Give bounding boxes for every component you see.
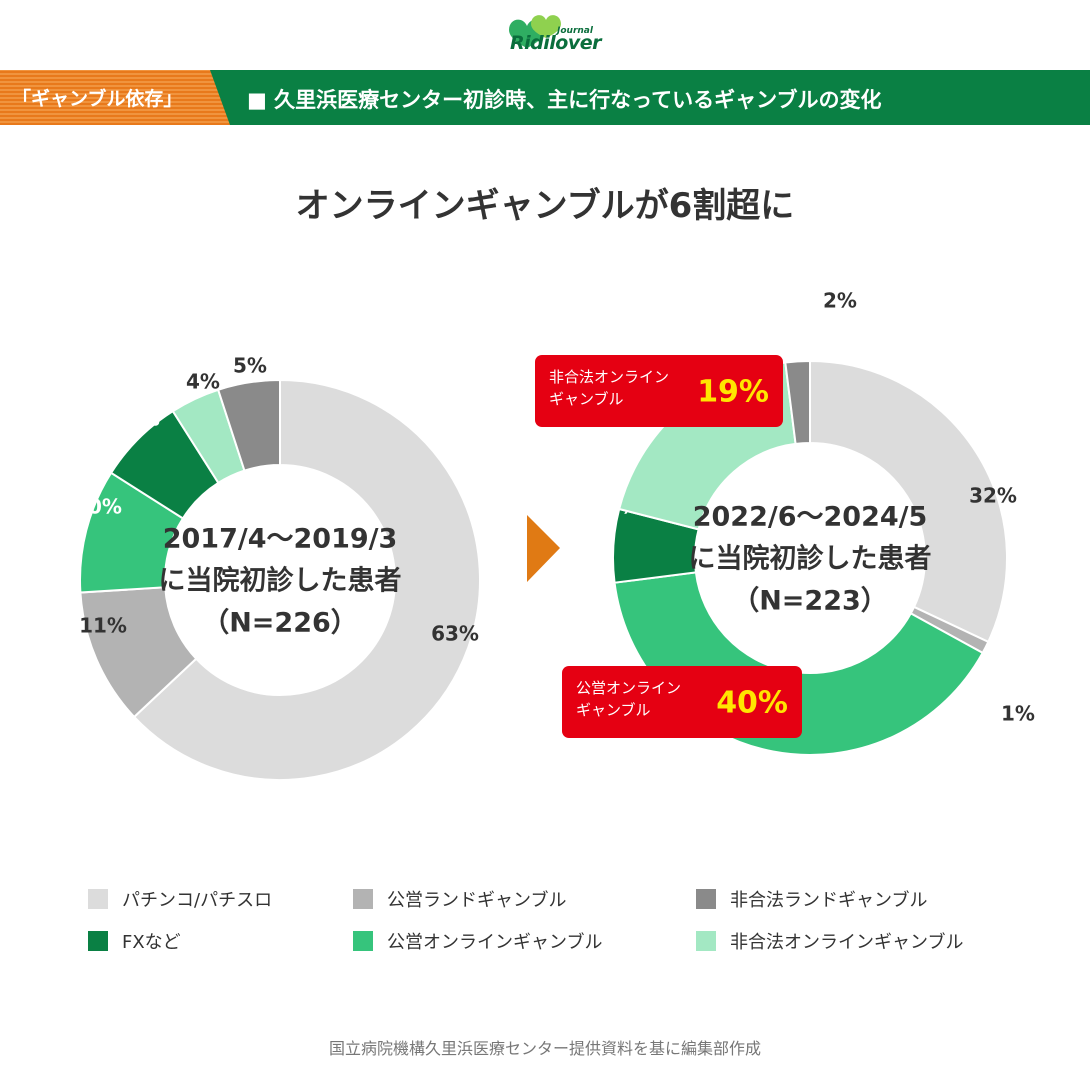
data-label-koei_land: 1% bbox=[1001, 702, 1035, 726]
slice-illegal_land bbox=[216, 378, 281, 472]
callout-label-koei_online: ギャンブル bbox=[576, 701, 651, 719]
headline: オンラインギャンブルが6割超に bbox=[295, 186, 795, 226]
legend-label: 非合法オンラインギャンブル bbox=[730, 932, 964, 953]
legend-item: 非合法オンラインギャンブル bbox=[696, 927, 963, 955]
legend-swatch bbox=[696, 931, 716, 951]
slice-pachinko bbox=[132, 378, 481, 781]
data-label-koei_land: 11% bbox=[79, 614, 127, 638]
legend-item: 公営オンラインギャンブル bbox=[353, 927, 602, 955]
center-text-line-1: 2017/4～2019/3 bbox=[163, 524, 398, 555]
logo-text: Ridilover bbox=[510, 32, 601, 54]
legend-label: 公営オンラインギャンブル bbox=[387, 932, 603, 953]
callout-box-koei_online bbox=[562, 666, 802, 738]
legend-swatch bbox=[88, 931, 108, 951]
data-label-pachinko: 63% bbox=[431, 622, 479, 646]
legend-swatch bbox=[353, 889, 373, 909]
data-label-illegal_online: 4% bbox=[186, 370, 220, 394]
center-text-line-2: に当院初診した患者 bbox=[159, 565, 402, 597]
callout-value-illegal_online: 19% bbox=[697, 375, 769, 410]
header-tag bbox=[0, 70, 230, 125]
logo-sub-text: Journal bbox=[557, 26, 593, 36]
logo-heart-right bbox=[531, 15, 561, 39]
data-label-fx: 7% bbox=[126, 407, 160, 431]
source-note: 国立病院機構久里浜医療センター提供資料を基に編集部作成 bbox=[328, 1039, 761, 1058]
slice-illegal_land bbox=[784, 359, 811, 446]
legend-swatch bbox=[88, 889, 108, 909]
header-bar: 「ギャンブル依存」 ■ 久里浜医療センター初診時、主に行なっているギャンブルの変… bbox=[0, 70, 1090, 125]
legend-swatch bbox=[353, 931, 373, 951]
callout-box-illegal_online bbox=[535, 355, 783, 427]
legend-label: FXなど bbox=[122, 932, 181, 953]
legend-item: FXなど bbox=[88, 927, 181, 955]
center-text-line-3: （N=226） bbox=[202, 608, 358, 639]
callouts: 非合法オンラインギャンブル 19%公営オンラインギャンブル 40% bbox=[535, 355, 802, 738]
legend-label: 公営ランドギャンブル bbox=[387, 890, 567, 911]
callout-label-illegal_online: ギャンブル bbox=[549, 390, 624, 408]
header-title: ■ 久里浜医療センター初診時、主に行なっているギャンブルの変化 bbox=[247, 88, 882, 112]
legend-item: パチンコ/パチスロ bbox=[88, 885, 272, 913]
ridilover-logo bbox=[509, 15, 561, 48]
data-label-pachinko: 32% bbox=[969, 484, 1017, 508]
slice-pachinko bbox=[809, 359, 1008, 644]
data-label-illegal_land: 2% bbox=[823, 289, 857, 313]
legend: パチンコ/パチスロ 公営ランドギャンブル 非合法ランドギャンブル FXなど 公営… bbox=[88, 885, 1048, 965]
callout-label-koei_online: 公営オンライン bbox=[576, 679, 681, 697]
transition-arrow bbox=[527, 515, 560, 582]
legend-label: パチンコ/パチスロ bbox=[122, 890, 273, 911]
legend-swatch bbox=[696, 889, 716, 909]
data-label-illegal_land: 5% bbox=[233, 354, 267, 378]
center-text-line-1: 2022/6～2024/5 bbox=[693, 502, 928, 533]
center-text-line-2: に当院初診した患者 bbox=[689, 543, 932, 575]
callout-value-koei_online: 40% bbox=[716, 686, 788, 721]
center-text-line-3: （N=223） bbox=[732, 586, 888, 617]
callout-label-illegal_online: 非合法オンライン bbox=[549, 368, 669, 386]
legend-label: 非合法ランドギャンブル bbox=[730, 890, 928, 911]
donut-chart-before: 63% 11% 10% 7% 4% 5% 2017/4～2019/3 に当院初診した患者 （N=… bbox=[74, 354, 481, 781]
legend-item: 非合法ランドギャンブル bbox=[696, 885, 927, 913]
legend-item: 公営ランドギャンブル bbox=[353, 885, 566, 913]
data-label-koei_online: 10% bbox=[74, 495, 122, 519]
header-tag-label: 「ギャンブル依存」 bbox=[12, 88, 183, 110]
